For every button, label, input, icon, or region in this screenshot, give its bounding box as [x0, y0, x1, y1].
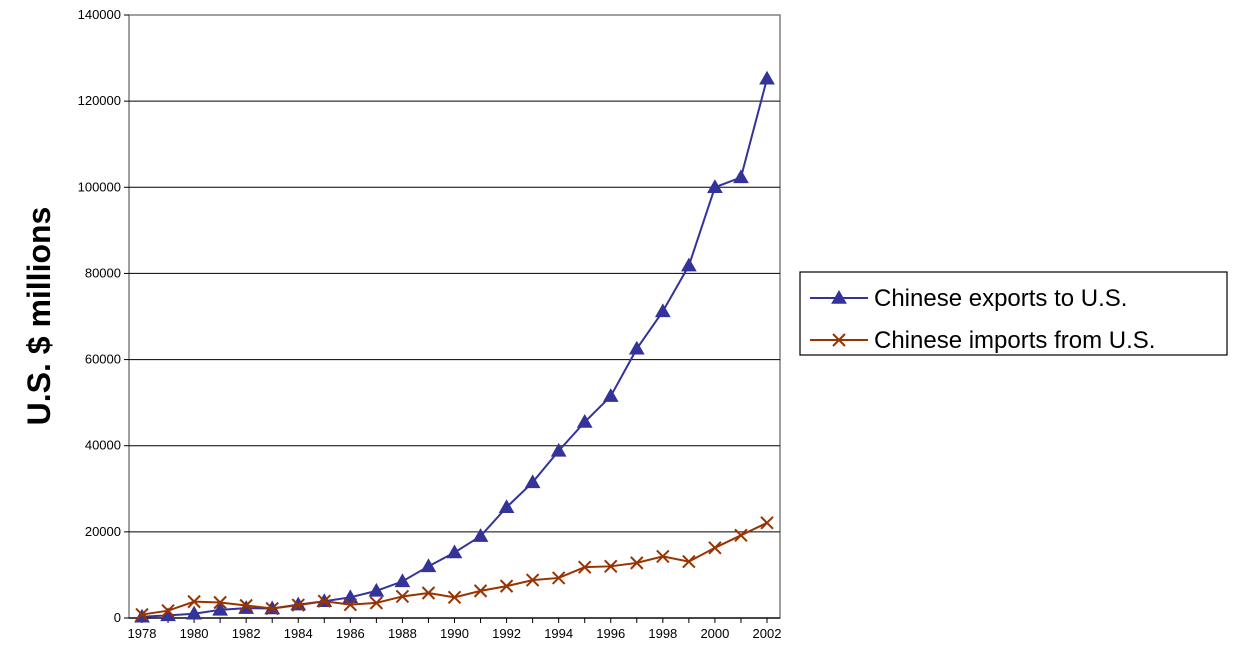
data-point-x: [656, 549, 670, 564]
legend-item: Chinese imports from U.S.: [810, 327, 1155, 354]
y-tick-label: 40000: [85, 438, 121, 453]
series-exports: [134, 70, 775, 623]
data-point-x: [265, 601, 279, 616]
data-point-x: [317, 594, 331, 608]
series-layer: [134, 70, 775, 623]
x-tick-label: 1988: [388, 626, 417, 641]
legend-item: Chinese exports to U.S.: [810, 285, 1127, 312]
y-tick-label: 0: [114, 610, 121, 625]
data-point-x: [213, 595, 227, 610]
data-point-triangle: [342, 589, 359, 604]
data-point-triangle: [654, 303, 671, 318]
data-point-x: [447, 590, 462, 605]
data-point-x: [135, 607, 149, 622]
data-point-x: [343, 597, 358, 612]
data-point-triangle: [368, 582, 385, 597]
x-tick-label: 1992: [492, 626, 521, 641]
y-tick-label: 80000: [85, 265, 121, 280]
series-imports: [135, 516, 774, 622]
x-tick-label: 1990: [440, 626, 469, 641]
y-tick-label: 100000: [78, 179, 121, 194]
data-point-x: [604, 559, 618, 574]
data-point-x: [734, 528, 748, 543]
y-axis-label: U.S. $ millions: [21, 207, 57, 426]
data-point-triangle: [394, 573, 411, 588]
data-point-triangle: [186, 605, 202, 620]
y-tick-label: 140000: [78, 7, 121, 22]
data-point-triangle: [707, 179, 723, 194]
x-tick-label: 1998: [648, 626, 677, 641]
data-point-x: [421, 586, 436, 600]
x-tick-label: 1978: [128, 626, 157, 641]
data-point-x: [473, 584, 488, 598]
data-point-x: [187, 594, 201, 609]
legend-label: Chinese imports from U.S.: [874, 327, 1155, 354]
data-point-x: [369, 596, 384, 610]
x-tick-label: 1980: [180, 626, 209, 641]
legend-label: Chinese exports to U.S.: [874, 285, 1127, 312]
data-point-x: [291, 598, 305, 612]
data-point-triangle: [576, 414, 593, 428]
data-point-triangle: [212, 601, 228, 616]
legend-box: [799, 271, 1228, 356]
data-point-x: [239, 598, 253, 613]
data-point-x: [161, 603, 175, 618]
data-point-triangle: [831, 289, 847, 304]
x-tick-label: 1984: [284, 626, 313, 641]
y-tick-label: 20000: [85, 524, 121, 539]
y-tick-label: 60000: [85, 352, 121, 367]
x-tick-label: 1996: [596, 626, 625, 641]
y-axis-ticks: 0 20000 40000 60000 80000 100000 120000 140000: [78, 7, 129, 625]
x-tick-label: 2000: [700, 626, 729, 641]
data-point-x: [551, 571, 566, 585]
data-point-triangle: [733, 169, 749, 184]
data-point-x: [630, 556, 644, 570]
data-point-triangle: [446, 544, 463, 559]
legend: Chinese exports to U.S. Chinese imports f…: [799, 271, 1228, 356]
data-point-x: [525, 573, 540, 587]
data-point-triangle: [602, 388, 619, 402]
data-point-triangle: [681, 257, 697, 272]
data-point-triangle: [420, 558, 437, 573]
data-point-x: [395, 589, 410, 604]
x-axis-ticks: 1978 1980 1982 1984 1986 1988 1990 1992 1994 1996…: [128, 617, 782, 641]
data-point-triangle: [759, 70, 775, 85]
data-point-x: [682, 554, 696, 569]
data-point-x: [578, 560, 592, 574]
data-point-triangle: [472, 528, 489, 542]
data-point-triangle: [628, 340, 645, 355]
data-point-triangle: [550, 442, 567, 457]
x-tick-label: 1986: [336, 626, 365, 641]
x-tick-label: 2002: [753, 626, 782, 641]
x-tick-label: 1994: [544, 626, 573, 641]
x-tick-label: 1982: [232, 626, 261, 641]
data-point-x: [832, 333, 846, 347]
plot-area: [128, 14, 781, 619]
data-point-triangle: [498, 499, 515, 514]
data-point-triangle: [524, 474, 541, 489]
y-tick-label: 120000: [78, 93, 121, 108]
data-point-x: [760, 516, 774, 530]
gridlines: [129, 100, 780, 533]
data-point-x: [499, 579, 514, 593]
data-point-x: [708, 541, 722, 555]
